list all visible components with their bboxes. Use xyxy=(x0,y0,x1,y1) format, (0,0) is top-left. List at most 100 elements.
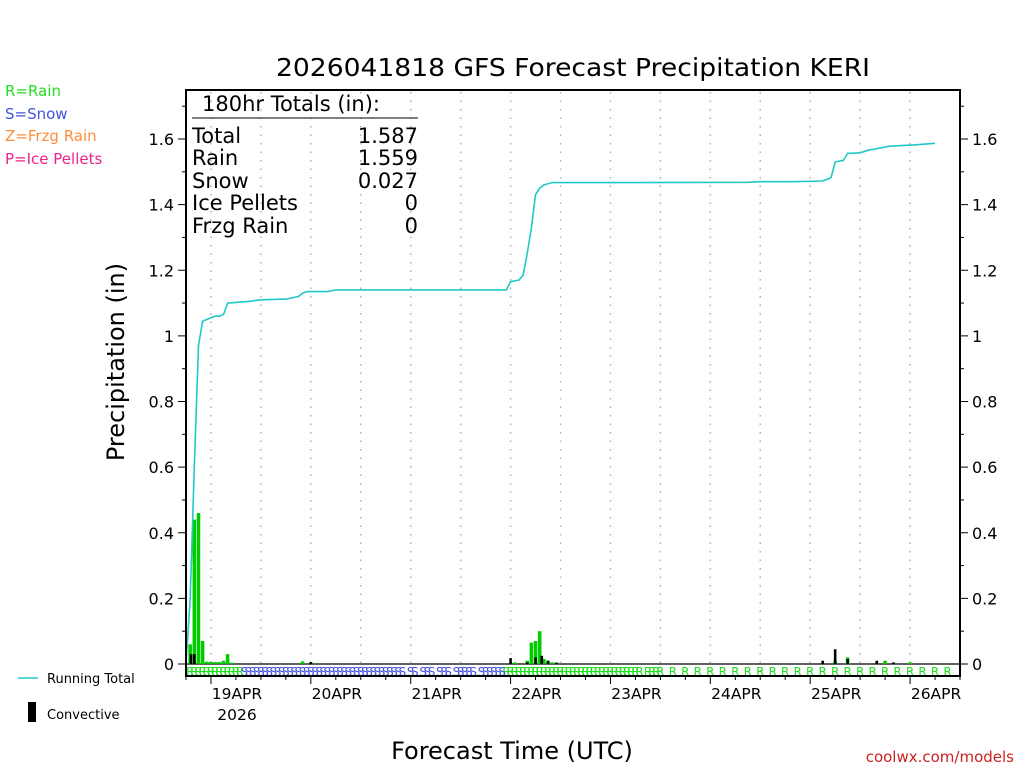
precip-bar xyxy=(221,660,226,664)
running-total-series xyxy=(185,142,936,665)
ptype-marker: R xyxy=(719,665,727,679)
ptype-marker: S xyxy=(349,665,357,679)
ptype-marker: S xyxy=(444,665,452,679)
ptype-marker: S xyxy=(390,665,398,679)
ptype-marker: R xyxy=(631,665,639,679)
precip-bar xyxy=(533,641,538,664)
totals-label-frzg-rain: Frzg Rain xyxy=(192,214,288,238)
running-total-legend-label: Running Total xyxy=(47,672,135,687)
ptype-marker: R xyxy=(831,665,839,679)
ptype-marker: S xyxy=(315,665,323,679)
ptype-marker: R xyxy=(581,665,589,679)
ptype-marker: R xyxy=(215,665,223,679)
y-tick-label-left: 1.4 xyxy=(149,196,174,215)
precip-bar xyxy=(512,662,517,664)
ptype-marker: R xyxy=(540,665,548,679)
ptype-marker: R xyxy=(610,665,618,679)
ptype-marker: S xyxy=(240,665,248,679)
ptype-marker: R xyxy=(619,665,627,679)
y-tick-label-left: 0.8 xyxy=(149,393,174,412)
ptype-marker: R xyxy=(931,665,939,679)
y-tick-label-right: 0 xyxy=(972,655,982,674)
ptype-marker: S xyxy=(265,665,273,679)
convective-bar xyxy=(875,660,879,664)
totals-label-ice-pellets: Ice Pellets xyxy=(192,191,298,215)
ptype-marker: R xyxy=(694,665,702,679)
ptype-marker: R xyxy=(615,665,623,679)
legend-frzg-rain: Z=Frzg Rain xyxy=(5,127,97,145)
y-tick-label-right: 0.2 xyxy=(972,589,997,608)
ptype-marker: S xyxy=(482,665,490,679)
ptype-marker: R xyxy=(731,665,739,679)
convective-bar xyxy=(846,659,849,664)
ptype-marker: S xyxy=(365,665,373,679)
y-tick-label-left: 0 xyxy=(164,655,174,674)
ptype-marker: R xyxy=(681,665,689,679)
ptype-marker: S xyxy=(286,665,294,679)
x-tick-label: 19APR xyxy=(212,685,263,703)
ptype-marker: R xyxy=(644,665,652,679)
ptype-marker: R xyxy=(207,665,215,679)
ptype-marker: R xyxy=(223,665,231,679)
ptype-marker: S xyxy=(253,665,261,679)
y-tick-label-left: 1 xyxy=(164,327,174,346)
ptype-marker: S xyxy=(282,665,290,679)
ptype-marker: R xyxy=(652,665,660,679)
ptype-marker: R xyxy=(756,665,764,679)
y-tick-label-left: 1.6 xyxy=(149,130,174,149)
ptype-marker: S xyxy=(361,665,369,679)
y-tick-label-left: 1.2 xyxy=(149,261,174,280)
y-tick-label-right: 1.6 xyxy=(972,130,997,149)
totals-label-total: Total xyxy=(191,124,241,148)
convective-bar xyxy=(309,662,313,664)
totals-label-rain: Rain xyxy=(192,146,238,170)
ptype-marker: R xyxy=(669,665,677,679)
convective-legend-swatch xyxy=(28,702,36,722)
ptype-marker: S xyxy=(386,665,394,679)
ptype-marker: S xyxy=(353,665,361,679)
ptype-marker: S xyxy=(419,665,427,679)
totals-value-frzg-rain: 0 xyxy=(405,214,418,238)
ptype-marker: R xyxy=(519,665,527,679)
ptype-marker: R xyxy=(706,665,714,679)
legend-rain: R=Rain xyxy=(5,82,61,100)
ptype-marker: S xyxy=(278,665,286,679)
ptype-marker: R xyxy=(502,665,510,679)
ptype-marker: S xyxy=(478,665,486,679)
ptype-marker: S xyxy=(394,665,402,679)
convective-bar xyxy=(534,657,537,664)
ptype-marker: S xyxy=(465,665,473,679)
ptype-marker: S xyxy=(249,665,257,679)
ptype-marker: R xyxy=(511,665,519,679)
ptype-marker: S xyxy=(245,665,253,679)
ptype-marker: S xyxy=(357,665,365,679)
ptype-marker: S xyxy=(378,665,386,679)
convective-bar xyxy=(540,655,544,664)
y-tick-label-right: 0.4 xyxy=(972,524,997,543)
ptype-marker: R xyxy=(606,665,614,679)
ptype-marker: S xyxy=(320,665,328,679)
precip-bar xyxy=(542,659,546,664)
ptype-marker: R xyxy=(556,665,564,679)
ptype-marker: R xyxy=(203,665,211,679)
ptype-marker: S xyxy=(407,665,415,679)
ptype-marker: S xyxy=(486,665,494,679)
precip-bar xyxy=(550,662,554,664)
y-tick-label-left: 0.2 xyxy=(149,589,174,608)
ptype-marker: R xyxy=(523,665,531,679)
ptype-legend: R=Rain S=Snow Z=Frzg Rain P=Ice Pellets xyxy=(5,82,102,168)
ptype-marker: S xyxy=(469,665,477,679)
ptype-marker: S xyxy=(490,665,498,679)
ptype-marker: R xyxy=(769,665,777,679)
ptype-marker: R xyxy=(906,665,914,679)
totals-value-total: 1.587 xyxy=(358,124,418,148)
source-credit: coolwx.com/models xyxy=(866,748,1014,766)
ptype-marker: S xyxy=(340,665,348,679)
legend-snow: S=Snow xyxy=(5,105,68,123)
precip-bar xyxy=(217,662,222,664)
grid-lines xyxy=(210,92,911,674)
ptype-marker: R xyxy=(186,665,194,679)
ptype-marker: S xyxy=(436,665,444,679)
ptype-marker: R xyxy=(868,665,876,679)
ptype-marker: R xyxy=(190,665,198,679)
